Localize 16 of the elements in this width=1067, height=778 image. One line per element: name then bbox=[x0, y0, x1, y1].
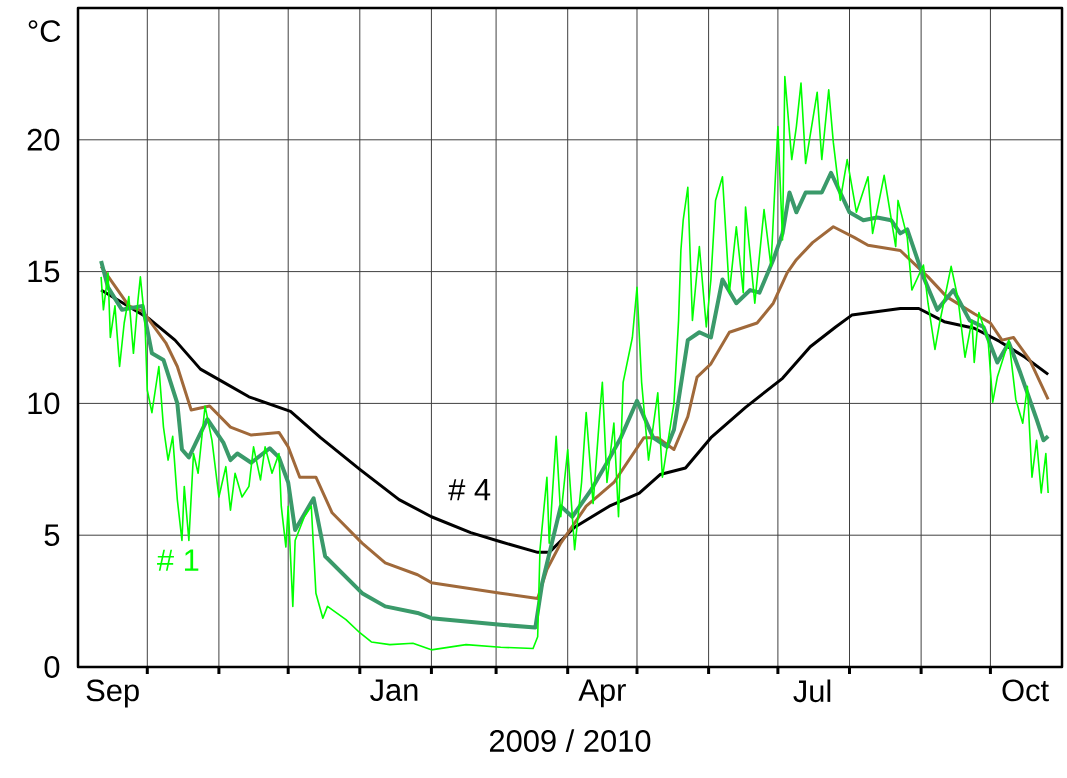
y-tick-label: 0 bbox=[44, 656, 60, 678]
y-tick-label: 10 bbox=[28, 392, 60, 415]
series-label: # 1 bbox=[157, 549, 199, 571]
x-tick-label: Jan bbox=[370, 679, 418, 702]
line-series bbox=[100, 75, 1049, 651]
x-tick-label: Oct bbox=[1002, 679, 1049, 702]
x-tick-label: Sep bbox=[86, 679, 139, 708]
y-tick-label: 5 bbox=[44, 524, 60, 546]
y-tick-label: 15 bbox=[28, 260, 60, 283]
x-tick-label: Jul bbox=[793, 679, 831, 703]
y-axis-title: °C bbox=[28, 20, 61, 42]
line-series bbox=[99, 225, 1050, 600]
x-tick-label: Apr bbox=[578, 679, 626, 708]
x-axis-title: 2009 / 2010 bbox=[489, 729, 651, 752]
series-label: # 4 bbox=[448, 479, 491, 501]
y-tick-label: 20 bbox=[27, 128, 60, 151]
